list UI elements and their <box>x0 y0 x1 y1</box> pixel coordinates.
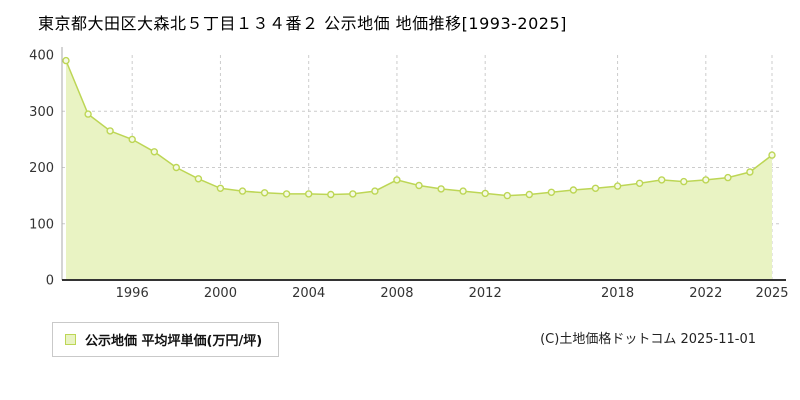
area-fill <box>66 60 772 280</box>
svg-text:2018: 2018 <box>601 286 634 301</box>
svg-text:1996: 1996 <box>116 286 149 301</box>
svg-text:2012: 2012 <box>469 286 502 301</box>
svg-text:2008: 2008 <box>380 286 413 301</box>
svg-text:300: 300 <box>29 105 54 120</box>
data-points <box>62 56 776 200</box>
svg-text:2022: 2022 <box>689 286 722 301</box>
y-axis-labels: 0 100 200 300 400 <box>29 49 54 289</box>
legend-label: 公示地価 平均坪単価(万円/坪) <box>85 334 263 349</box>
svg-text:2000: 2000 <box>204 286 237 301</box>
legend: 公示地価 平均坪単価(万円/坪) <box>52 322 280 357</box>
svg-text:100: 100 <box>29 217 54 232</box>
copyright: (C)土地価格ドットコム 2025-11-01 <box>540 332 756 347</box>
svg-text:2025: 2025 <box>755 286 788 301</box>
legend-marker-icon <box>65 334 76 345</box>
svg-text:0: 0 <box>46 274 54 289</box>
chart-title: 東京都大田区大森北５丁目１３４番２ 公示地価 地価推移[1993-2025] <box>38 14 567 33</box>
svg-text:200: 200 <box>29 161 54 176</box>
x-axis-labels: 1996 2000 2004 2008 2012 2018 2022 2025 <box>116 286 789 301</box>
svg-text:400: 400 <box>29 49 54 64</box>
svg-text:2004: 2004 <box>292 286 325 301</box>
